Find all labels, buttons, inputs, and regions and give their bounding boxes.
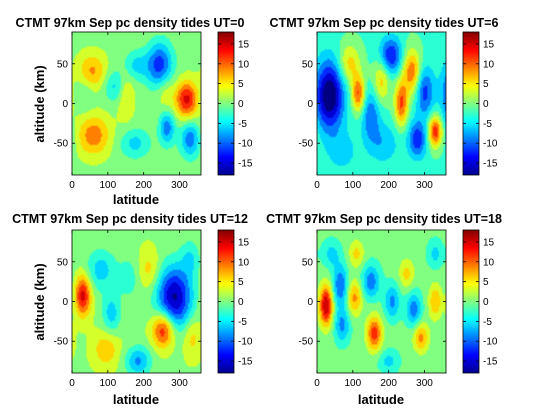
colorbar-tick-label: -15	[483, 357, 498, 368]
x-ticks: 0 100 200 300	[314, 230, 433, 389]
y-ticks: 50 0 -50	[299, 257, 446, 348]
x-tick-label: 200	[380, 378, 397, 389]
y-tick-label: 50	[57, 59, 69, 70]
heatmap-image	[72, 230, 201, 373]
colorbar-ticks: 15 10 5 0 -5 -10 -15	[463, 39, 498, 170]
x-tick-label: 100	[344, 378, 361, 389]
x-tick-label: 300	[416, 378, 433, 389]
colorbar-tick-label: 5	[238, 79, 244, 90]
y-axis-label: altitude (km)	[32, 263, 47, 340]
colorbar-tick-label: 5	[483, 79, 489, 90]
colorbar-tick-label: -15	[238, 159, 253, 170]
y-tick-label: 50	[57, 257, 69, 268]
y-tick-label: 50	[302, 257, 314, 268]
x-tick-label: 0	[69, 378, 75, 389]
x-tick-label: 200	[135, 378, 152, 389]
colorbar-tick-label: 0	[483, 297, 489, 308]
chart-title: CTMT 97km Sep pc density tides UT=6	[270, 16, 499, 30]
colorbar-ticks: 15 10 5 0 -5 -10 -15	[218, 237, 253, 368]
colorbar-tick-label: -15	[483, 159, 498, 170]
colorbar-tick-label: 10	[483, 257, 495, 268]
colorbar-tick-label: 0	[483, 99, 489, 110]
x-tick-label: 200	[380, 180, 397, 191]
y-tick-label: -50	[299, 139, 314, 150]
colorbar-tick-label: 0	[238, 297, 244, 308]
x-tick-label: 300	[171, 180, 188, 191]
colorbar-tick-label: -15	[238, 357, 253, 368]
colorbar-tick-label: -5	[238, 119, 247, 130]
colorbar-tick-label: 10	[483, 59, 495, 70]
colorbar-tick-label: 15	[483, 39, 495, 50]
x-axis-label: latitude	[358, 392, 404, 407]
x-tick-label: 100	[99, 180, 116, 191]
x-axis-label: latitude	[113, 192, 159, 207]
x-ticks: 0 100 200 300	[69, 230, 188, 389]
heatmap-image	[72, 32, 201, 175]
heatmap-field	[72, 32, 201, 175]
y-tick-label: 0	[62, 297, 68, 308]
x-ticks: 0 100 200 300	[69, 32, 188, 191]
colorbar-tick-label: -10	[483, 337, 498, 348]
colorbar-tick-label: -5	[483, 317, 492, 328]
heatmap-field	[317, 230, 446, 373]
colorbar-tick-label: 15	[483, 237, 495, 248]
panel-ut6: CTMT 97km Sep pc density tides UT=6 0 100…	[270, 16, 499, 191]
x-tick-label: 300	[416, 180, 433, 191]
colorbar-tick-label: -10	[483, 139, 498, 150]
y-ticks: 50 0 -50	[54, 257, 201, 348]
x-ticks: 0 100 200 300	[314, 32, 433, 191]
y-axis-label: altitude (km)	[32, 65, 47, 142]
colorbar-tick-label: 10	[238, 59, 250, 70]
colorbar-tick-label: 15	[238, 237, 250, 248]
y-tick-label: 0	[307, 297, 313, 308]
colorbar-tick-label: 0	[238, 99, 244, 110]
y-tick-label: -50	[54, 337, 69, 348]
x-tick-label: 0	[314, 180, 320, 191]
y-ticks: 50 0 -50	[299, 59, 446, 150]
y-ticks: 50 0 -50	[54, 59, 201, 150]
colorbar-tick-label: -10	[238, 337, 253, 348]
x-axis-label: latitude	[113, 392, 159, 407]
x-tick-label: 0	[314, 378, 320, 389]
colorbar-ticks: 15 10 5 0 -5 -10 -15	[463, 237, 498, 368]
chart-title: CTMT 97km Sep pc density tides UT=18	[266, 212, 502, 226]
panel-ut0: CTMT 97km Sep pc density tides UT=0 0 100…	[16, 16, 253, 207]
colorbar-ticks: 15 10 5 0 -5 -10 -15	[218, 39, 253, 170]
x-tick-label: 100	[99, 378, 116, 389]
colorbar-tick-label: -10	[238, 139, 253, 150]
x-tick-label: 200	[135, 180, 152, 191]
colorbar-tick-label: -5	[483, 119, 492, 130]
y-tick-label: 50	[302, 59, 314, 70]
heatmap-image	[317, 32, 446, 175]
panel-ut12: CTMT 97km Sep pc density tides UT=12 0 10…	[12, 212, 253, 407]
x-tick-label: 0	[69, 180, 75, 191]
chart-title: CTMT 97km Sep pc density tides UT=0	[16, 16, 245, 30]
y-tick-label: -50	[299, 337, 314, 348]
colorbar-tick-label: 5	[483, 277, 489, 288]
y-tick-label: 0	[307, 99, 313, 110]
colorbar-tick-label: -5	[238, 317, 247, 328]
colorbar-tick-label: 15	[238, 39, 250, 50]
heatmap-image	[317, 230, 446, 373]
heatmap-field	[72, 230, 201, 373]
x-tick-label: 100	[344, 180, 361, 191]
y-tick-label: -50	[54, 139, 69, 150]
x-tick-label: 300	[171, 378, 188, 389]
y-tick-label: 0	[62, 99, 68, 110]
panel-ut18: CTMT 97km Sep pc density tides UT=18 0 10…	[266, 212, 502, 407]
colorbar-tick-label: 10	[238, 257, 250, 268]
colorbar-tick-label: 5	[238, 277, 244, 288]
heatmap-field	[317, 32, 446, 175]
chart-title: CTMT 97km Sep pc density tides UT=12	[12, 212, 248, 226]
